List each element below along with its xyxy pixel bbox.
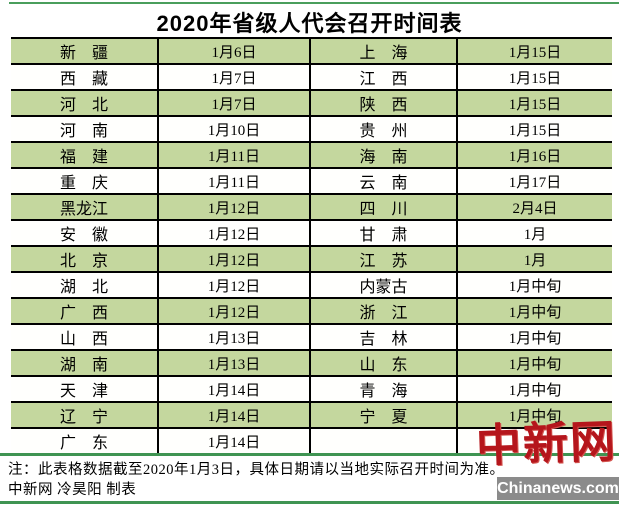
date-cell [457,428,612,453]
date-cell: 1月17日 [457,168,612,195]
date-cell: 1月14日 [158,402,311,429]
province-cell: 山 东 [310,350,458,377]
province-cell: 吉 林 [310,324,458,351]
date-cell: 1月7日 [158,64,311,91]
date-cell: 1月15日 [457,38,612,65]
date-cell: 1月13日 [158,324,311,351]
table-row: 广 西 1月12日浙 江 1月中旬 [11,298,612,325]
province-cell: 黑龙江 [11,194,159,221]
date-cell: 1月6日 [158,38,311,65]
chinanews-logo-cn: 中新网 [475,416,618,472]
date-cell: 1月 [457,246,612,273]
province-cell: 甘 肃 [310,220,458,247]
table-row: 辽 宁 1月14日宁 夏 1月中旬 [11,402,612,429]
table-row: 黑龙江 1月12日四 川 2月4日 [11,194,612,221]
page-title: 2020年省级人代会召开时间表 [156,11,463,36]
table-row: 山 西 1月13日吉 林 1月中旬 [11,324,612,351]
date-cell: 1月12日 [158,246,311,273]
schedule-table: 新 疆 1月6日上 海 1月15日西 藏 1月7日江 西 1月15日河 北 1月7日陕 西… [11,37,612,453]
province-cell: 浙 江 [310,298,458,325]
province-cell: 福 建 [11,142,159,169]
date-cell: 1月7日 [158,90,311,117]
top-accent-line [9,2,619,4]
province-cell: 河 北 [11,90,159,117]
date-cell: 1月12日 [158,220,311,247]
province-cell: 江 西 [310,64,458,91]
date-cell: 1月15日 [457,64,612,91]
province-cell: 青 海 [310,376,458,403]
province-cell: 四 川 [310,194,458,221]
date-cell: 1月11日 [158,168,311,195]
table-row: 广 东 1月14日 [11,428,612,453]
table-row: 西 藏 1月7日江 西 1月15日 [11,64,612,91]
province-cell: 湖 南 [11,350,159,377]
date-cell: 1月15日 [457,90,612,117]
province-cell: 陕 西 [310,90,458,117]
province-cell: 西 藏 [11,64,159,91]
date-cell: 1月13日 [158,350,311,377]
province-cell: 湖 北 [11,272,159,299]
table-row: 新 疆 1月6日上 海 1月15日 [11,38,612,65]
province-cell: 河 南 [11,116,159,143]
province-cell: 贵 州 [310,116,458,143]
date-cell: 1月15日 [457,116,612,143]
footnote-credit: 中新网 冷昊阳 制表 [8,482,137,498]
province-cell: 重 庆 [11,168,159,195]
date-cell: 1月10日 [158,116,311,143]
date-cell: 1月12日 [158,272,311,299]
date-cell: 1月中旬 [457,298,612,325]
province-cell: 上 海 [310,38,458,65]
province-cell: 新 疆 [11,38,159,65]
chinanews-logo-banner: Chinanews.com [497,477,619,500]
table-row: 重 庆 1月11日云 南 1月17日 [11,168,612,195]
date-cell: 1月11日 [158,142,311,169]
date-cell: 1月 [457,220,612,247]
table-bottom-accent-line [0,453,619,456]
table-row: 河 北 1月7日陕 西 1月15日 [11,90,612,117]
table-row: 安 徽 1月12日甘 肃 1月 [11,220,612,247]
date-cell: 1月12日 [158,298,311,325]
date-cell: 1月12日 [158,194,311,221]
bottom-accent-line [0,501,619,504]
schedule-table-body: 新 疆 1月6日上 海 1月15日西 藏 1月7日江 西 1月15日河 北 1月7日陕 西… [11,38,612,453]
date-cell: 1月中旬 [457,350,612,377]
table-row: 湖 南 1月13日山 东 1月中旬 [11,350,612,377]
table-row: 福 建 1月11日海 南 1月16日 [11,142,612,169]
province-cell [310,428,458,453]
table-row: 河 南 1月10日贵 州 1月15日 [11,116,612,143]
province-cell: 海 南 [310,142,458,169]
province-cell: 云 南 [310,168,458,195]
province-cell: 内蒙古 [310,272,458,299]
province-cell: 山 西 [11,324,159,351]
date-cell: 2月4日 [457,194,612,221]
province-cell: 北 京 [11,246,159,273]
date-cell: 1月14日 [158,376,311,403]
table-row: 北 京 1月12日江 苏 1月 [11,246,612,273]
province-cell: 江 苏 [310,246,458,273]
date-cell: 1月14日 [158,428,311,453]
date-cell: 1月中旬 [457,272,612,299]
date-cell: 1月中旬 [457,402,612,429]
date-cell: 1月16日 [457,142,612,169]
date-cell: 1月中旬 [457,376,612,403]
province-cell: 广 东 [11,428,159,453]
footnote-data-cutoff: 注：此表格数据截至2020年1月3日，具体日期请以当地实际召开时间为准。 [8,462,505,478]
province-cell: 安 徽 [11,220,159,247]
table-row: 天 津 1月14日青 海 1月中旬 [11,376,612,403]
date-cell: 1月中旬 [457,324,612,351]
province-cell: 辽 宁 [11,402,159,429]
table-row: 湖 北 1月12日 内蒙古 1月中旬 [11,272,612,299]
province-cell: 宁 夏 [310,402,458,429]
province-cell: 广 西 [11,298,159,325]
province-cell: 天 津 [11,376,159,403]
